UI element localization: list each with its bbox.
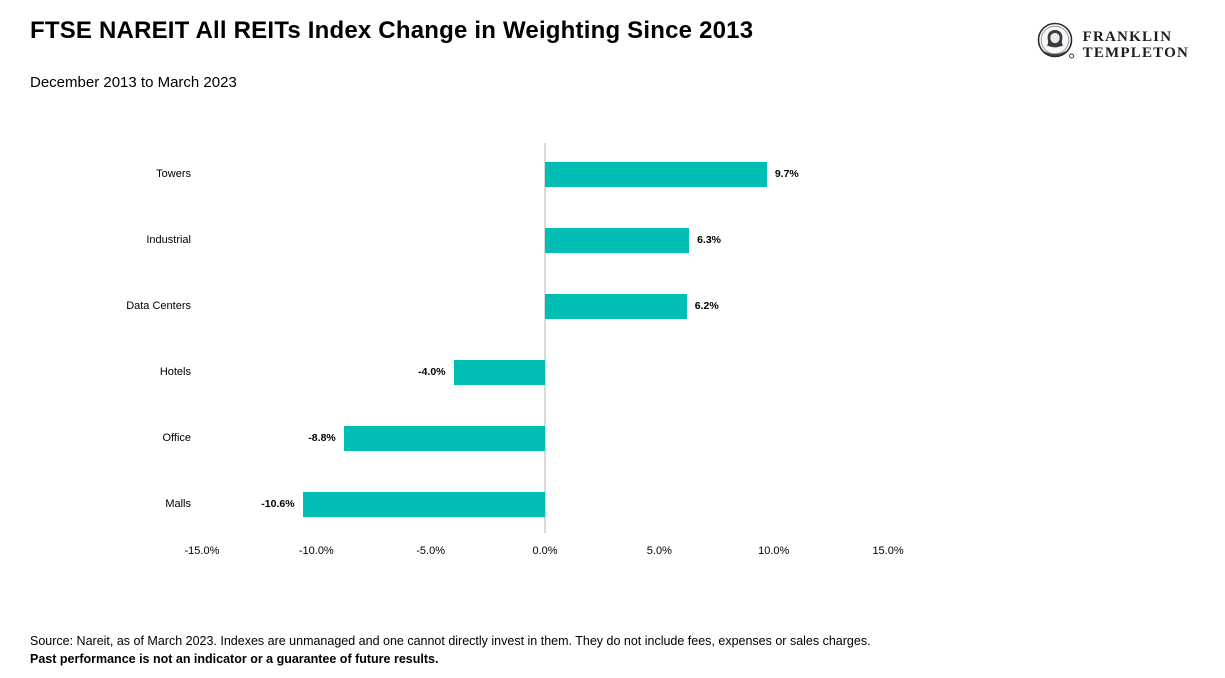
x-axis-tick-label: 0.0% [532,545,558,557]
category-label: Data Centers [126,299,191,312]
logo-line-franklin: FRANKLIN [1082,28,1173,45]
bar-hotels [453,360,545,385]
logo-line-templeton: TEMPLETON [1082,44,1189,61]
category-label: Hotels [159,365,191,378]
x-axis-tick-label: -10.0% [298,545,334,557]
zero-axis-line [544,143,546,533]
source-line: Source: Nareit, as of March 2023. Indexe… [30,634,871,648]
bar-towers [545,162,767,187]
x-axis-tick-label: -15.0% [184,545,220,557]
category-label: Towers [156,167,191,180]
page-subtitle: December 2013 to March 2023 [30,74,237,91]
category-label: Malls [165,497,191,510]
x-axis-tick-label: 15.0% [872,545,904,557]
value-label: 6.3% [697,233,722,246]
category-label: Industrial [146,233,191,246]
value-label: 6.2% [694,299,719,312]
page-title: FTSE NAREIT All REITs Index Change in We… [30,17,754,44]
value-label: -8.8% [308,431,336,444]
x-axis-tick-label: 10.0% [758,545,790,557]
franklin-portrait-icon [1036,21,1076,70]
franklin-templeton-logo: FRANKLIN TEMPLETON [1036,21,1189,70]
x-axis-tick-label: 5.0% [646,545,672,557]
logo-wordmark: FRANKLIN TEMPLETON [1082,28,1189,62]
value-label: -10.6% [261,497,295,510]
bar-industrial [545,228,690,253]
past-performance-line: Past performance is not an indicator or … [30,652,439,667]
category-label: Office [162,431,191,444]
value-label: -4.0% [418,365,446,378]
x-axis-tick-label: -5.0% [416,545,446,557]
bar-office [343,426,545,451]
value-label: 9.7% [774,167,799,180]
source-disclaimer: Source: Nareit, as of March 2023. Indexe… [30,632,871,668]
bar-malls [302,492,545,517]
bar-data-centers [545,294,687,319]
